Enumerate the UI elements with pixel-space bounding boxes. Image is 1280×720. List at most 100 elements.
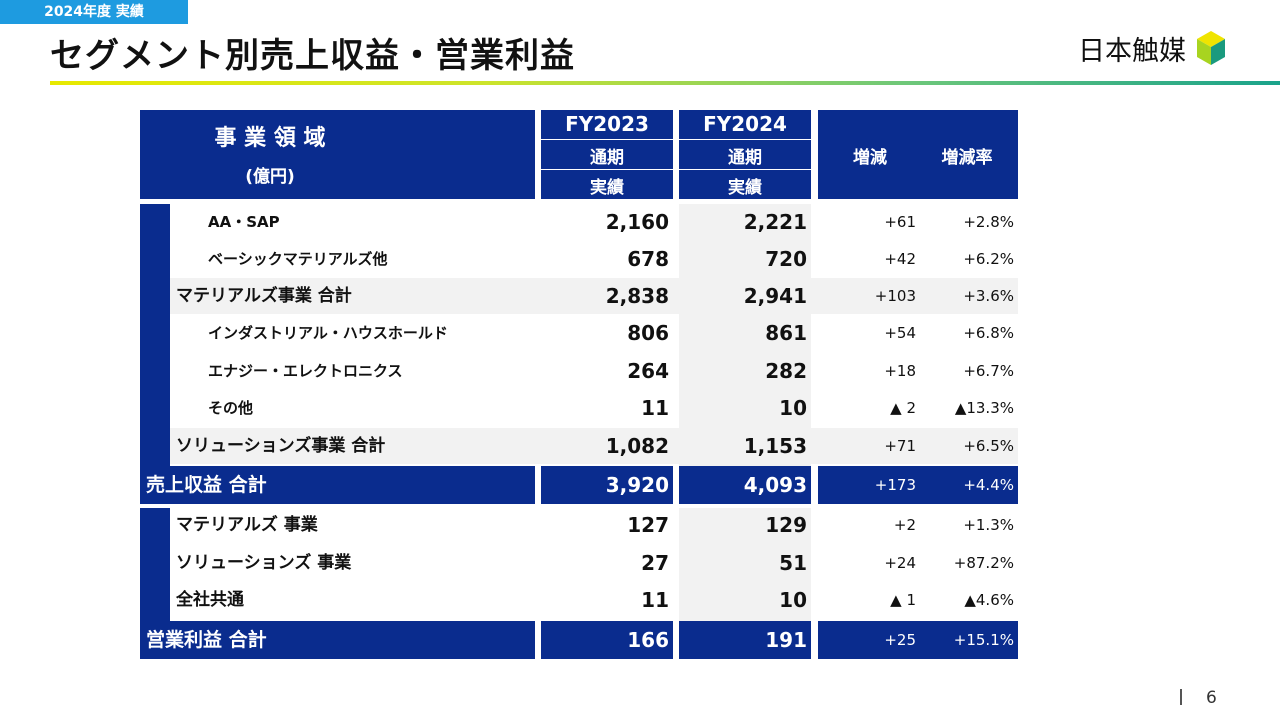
header-divider [679,169,811,170]
row-fy2023: 1,082 [605,434,669,458]
row-rate: ▲13.3% [954,399,1014,417]
row-change: +61 [884,213,916,231]
header-fy2023-period: 通期 [590,148,624,168]
row-rate: +6.7% [963,362,1014,380]
row-fy2023: 2,160 [605,210,669,234]
row-label: その他 [208,399,254,417]
profit-total-band [679,621,811,659]
header-change: 増減 [853,148,887,168]
row-label: マテリアルズ事業 合計 [176,286,352,306]
profit-total-band [140,621,535,659]
fy2024-column-band [679,204,811,466]
header-fy2024-type: 実績 [728,178,762,198]
row-fy2023: 678 [627,247,669,271]
header-change-cell [818,110,1018,199]
header-fy2024-year: FY2024 [703,112,787,136]
header-divider [541,139,673,140]
row-label: エナジー・エレクトロニクス [208,362,403,380]
row-rate: +1.3% [963,516,1014,534]
header-divider [679,139,811,140]
row-rate: +6.8% [963,324,1014,342]
header-fy2023-type: 実績 [590,178,624,198]
row-fy2023: 27 [641,551,669,575]
profit-side-bar [140,508,170,621]
row-change: ▲ 1 [890,591,916,609]
profit-total-rate: +15.1% [953,631,1014,649]
row-fy2024: 2,941 [743,284,807,308]
row-fy2024: 129 [765,513,807,537]
subtotal-band [170,428,1018,464]
profit-total-label: 営業利益 合計 [146,629,267,651]
row-fy2024: 282 [765,359,807,383]
header-fy2024-cell [679,110,811,199]
row-label: AA・SAP [208,213,280,231]
row-fy2024: 1,153 [743,434,807,458]
row-label: 全社共通 [176,590,244,610]
page-title: セグメント別売上収益・営業利益 [50,36,575,76]
sales-total-fy2024: 4,093 [743,473,807,497]
subtotal-band [170,278,1018,314]
row-change: +103 [874,287,916,305]
row-rate: +2.8% [963,213,1014,231]
row-fy2023: 264 [627,359,669,383]
profit-total-change: +25 [884,631,916,649]
header-domain-title: 事 業 領 域 [214,126,326,151]
sales-total-label: 売上収益 合計 [146,474,267,496]
row-rate: +6.2% [963,250,1014,268]
row-label: ベーシックマテリアルズ他 [208,250,388,268]
row-fy2024: 10 [779,588,807,612]
sales-total-rate: +4.4% [963,476,1014,494]
row-label: インダストリアル・ハウスホールド [208,324,448,342]
row-rate: ▲4.6% [964,591,1014,609]
page-number: 6 [1180,688,1217,708]
profit-total-band [818,621,1018,659]
title-underline [50,81,1280,85]
row-change: +2 [893,516,916,534]
row-fy2024: 861 [765,321,807,345]
year-tag: 2024年度 実績 [0,0,188,24]
row-change: +24 [884,554,916,572]
row-fy2023: 11 [641,588,669,612]
sales-side-bar [140,204,170,466]
row-change: ▲ 2 [890,399,916,417]
row-fy2024: 51 [779,551,807,575]
fy2024-column-band [679,508,811,621]
profit-total-fy2023: 166 [627,628,669,652]
row-change: +18 [884,362,916,380]
row-change: +54 [884,324,916,342]
row-fy2023: 2,838 [605,284,669,308]
row-change: +71 [884,437,916,455]
row-fy2023: 11 [641,396,669,420]
row-fy2024: 2,221 [743,210,807,234]
row-label: ソリューションズ 事業 [176,553,352,573]
sales-total-band [679,466,811,504]
sales-total-fy2023: 3,920 [605,473,669,497]
row-rate: +6.5% [963,437,1014,455]
header-fy2023-cell [541,110,673,199]
sales-total-change: +173 [874,476,916,494]
row-rate: +87.2% [953,554,1014,572]
header-divider [541,169,673,170]
row-label: ソリューションズ事業 合計 [176,436,386,456]
row-label: マテリアルズ 事業 [176,515,318,535]
company-logo: 日本触媒 [1078,30,1226,67]
page-number-text: 6 [1206,688,1217,708]
row-fy2023: 127 [627,513,669,537]
logo-mark-icon [1197,31,1225,65]
row-fy2023: 806 [627,321,669,345]
sales-total-band [541,466,673,504]
row-change: +42 [884,250,916,268]
row-rate: +3.6% [963,287,1014,305]
profit-total-band [541,621,673,659]
header-domain-cell [140,110,535,199]
header-unit: (億円) [245,167,295,187]
sales-total-band [818,466,1018,504]
header-change-rate: 増減率 [941,148,993,168]
logo-text: 日本触媒 [1078,35,1186,67]
header-fy2023-year: FY2023 [565,112,649,136]
sales-total-band [140,466,535,504]
header-fy2024-period: 通期 [728,148,762,168]
row-fy2024: 720 [765,247,807,271]
profit-total-fy2024: 191 [765,628,807,652]
page-separator [1180,689,1182,705]
